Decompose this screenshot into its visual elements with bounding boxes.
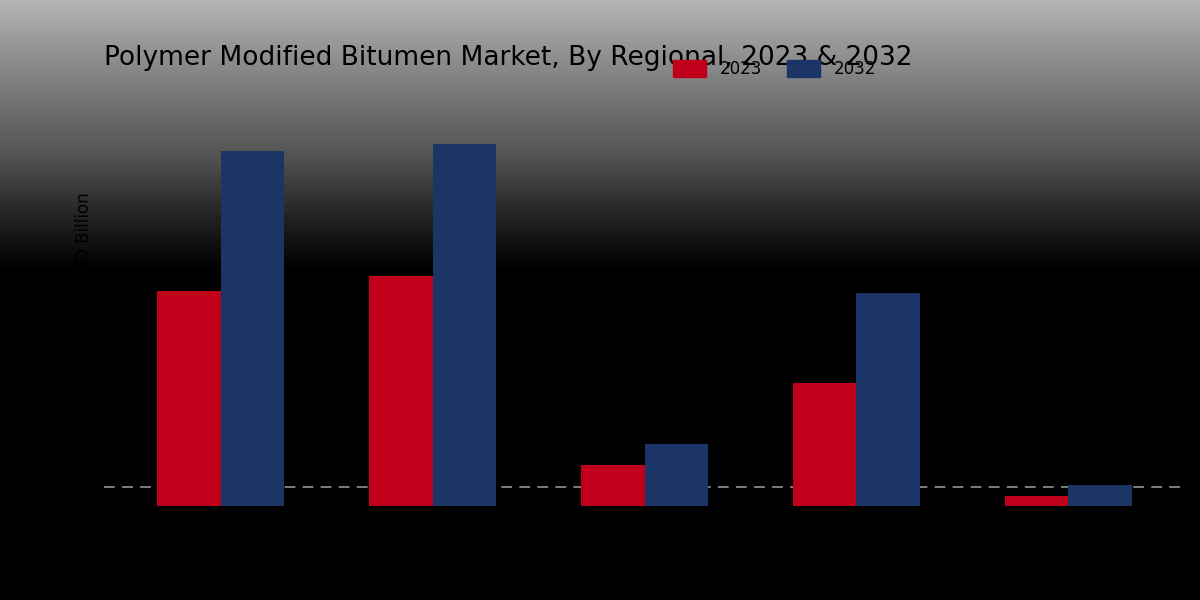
Y-axis label: Market Size in USD Billion: Market Size in USD Billion — [74, 193, 94, 406]
Bar — [1004, 496, 1068, 506]
Text: 16.66: 16.66 — [134, 271, 182, 286]
Bar — [644, 444, 708, 506]
Bar — [221, 151, 284, 506]
Legend: 2023, 2032: 2023, 2032 — [665, 52, 884, 86]
Text: Polymer Modified Bitumen Market, By Regional, 2023 & 2032: Polymer Modified Bitumen Market, By Regi… — [104, 45, 913, 71]
Bar — [433, 145, 496, 506]
Bar — [857, 293, 920, 506]
Bar — [793, 383, 857, 506]
Bar — [370, 276, 433, 506]
Bar — [157, 291, 221, 506]
Bar — [1068, 485, 1132, 506]
Bar — [581, 465, 644, 506]
